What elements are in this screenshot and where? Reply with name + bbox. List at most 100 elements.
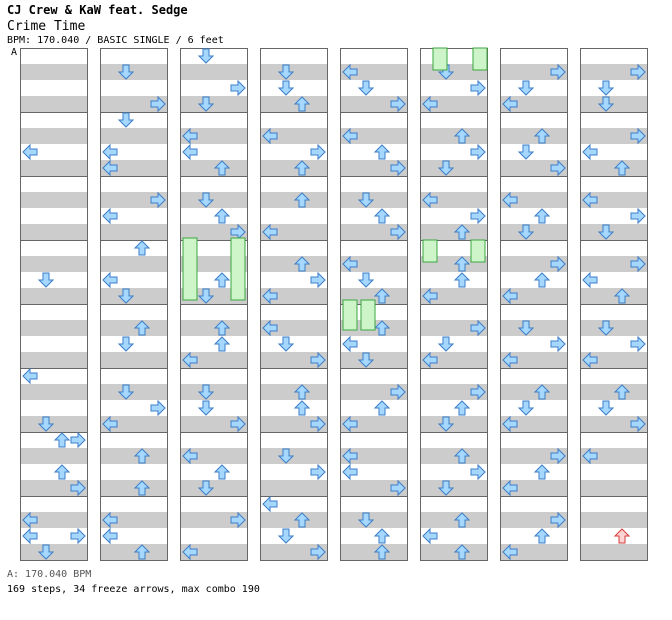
arrow-shape: [357, 80, 375, 96]
row-white: [180, 336, 248, 352]
row-white: [500, 464, 568, 480]
row-stripe: [580, 480, 648, 496]
step-arrow: [293, 160, 311, 176]
row-stripe: [260, 288, 328, 304]
row-white: [20, 496, 88, 512]
arrow-shape: [342, 447, 358, 465]
arrow-shape: [133, 240, 151, 256]
step-arrow: [102, 143, 118, 161]
step-arrow: [342, 415, 358, 433]
arrow-shape: [277, 528, 295, 544]
row-white: [260, 208, 328, 224]
row-white: [420, 112, 488, 128]
row-stripe: [340, 384, 408, 400]
row-stripe: [580, 128, 648, 144]
step-arrow: [357, 272, 375, 288]
row-stripe: [100, 192, 168, 208]
arrow-shape: [453, 448, 471, 464]
arrow-shape: [102, 527, 118, 545]
step-arrow: [342, 255, 358, 273]
row-white: [340, 432, 408, 448]
step-arrow: [437, 336, 455, 352]
row-white: [260, 368, 328, 384]
row-stripe: [580, 192, 648, 208]
song-title: Crime Time: [7, 19, 86, 34]
arrow-shape: [422, 287, 438, 305]
row-white: [100, 432, 168, 448]
step-arrow: [197, 96, 215, 112]
row-stripe: [340, 224, 408, 240]
row-white: [340, 48, 408, 64]
row-stripe: [100, 448, 168, 464]
row-stripe: [180, 512, 248, 528]
step-arrow: [533, 464, 551, 480]
row-white: [420, 368, 488, 384]
step-arrow: [277, 448, 295, 464]
step-arrow: [150, 399, 166, 417]
step-arrow: [133, 240, 151, 256]
step-arrow: [22, 511, 38, 529]
arrow-shape: [373, 544, 391, 560]
row-white: [260, 112, 328, 128]
step-arrow: [373, 208, 391, 224]
row-white: [580, 272, 648, 288]
arrow-shape: [597, 96, 615, 112]
row-white: [100, 144, 168, 160]
step-arrow: [262, 223, 278, 241]
row-stripe: [100, 480, 168, 496]
row-stripe: [20, 416, 88, 432]
arrow-shape: [182, 143, 198, 161]
row-stripe: [180, 448, 248, 464]
step-arrow: [342, 447, 358, 465]
row-white: [580, 80, 648, 96]
row-stripe: [500, 96, 568, 112]
freeze-arrow-body: [422, 239, 438, 263]
row-stripe: [180, 224, 248, 240]
row-stripe: [260, 448, 328, 464]
row-white: [420, 400, 488, 416]
row-white: [100, 336, 168, 352]
step-arrow: [182, 543, 198, 561]
step-arrow: [133, 448, 151, 464]
row-white: [180, 464, 248, 480]
arrow-shape: [117, 112, 135, 128]
step-arrow: [182, 143, 198, 161]
arrow-shape: [437, 416, 455, 432]
freeze-arrow-body: [472, 47, 488, 71]
row-stripe: [20, 224, 88, 240]
freeze-arrow-body: [360, 299, 376, 331]
arrow-shape: [390, 159, 406, 177]
row-white: [20, 112, 88, 128]
row-white: [20, 528, 88, 544]
arrow-shape: [53, 464, 71, 480]
step-arrow: [70, 527, 86, 545]
arrow-shape: [470, 319, 486, 337]
step-arrow: [630, 255, 646, 273]
row-stripe: [500, 544, 568, 560]
row-white: [20, 240, 88, 256]
row-white: [500, 144, 568, 160]
step-arrow: [293, 192, 311, 208]
step-arrow: [53, 464, 71, 480]
row-white: [580, 112, 648, 128]
arrow-shape: [102, 271, 118, 289]
step-arrow: [102, 527, 118, 545]
row-white: [580, 400, 648, 416]
arrow-shape: [197, 480, 215, 496]
row-stripe: [260, 512, 328, 528]
step-arrow: [102, 271, 118, 289]
row-stripe: [260, 384, 328, 400]
row-stripe: [20, 160, 88, 176]
step-arrow: [597, 224, 615, 240]
row-white: [180, 112, 248, 128]
row-stripe: [340, 544, 408, 560]
arrow-shape: [502, 543, 518, 561]
row-stripe: [20, 192, 88, 208]
row-stripe: [100, 384, 168, 400]
chart-column: [100, 48, 168, 561]
row-white: [580, 176, 648, 192]
row-white: [580, 368, 648, 384]
row-stripe: [20, 480, 88, 496]
step-arrow: [357, 192, 375, 208]
arrow-shape: [133, 544, 151, 560]
